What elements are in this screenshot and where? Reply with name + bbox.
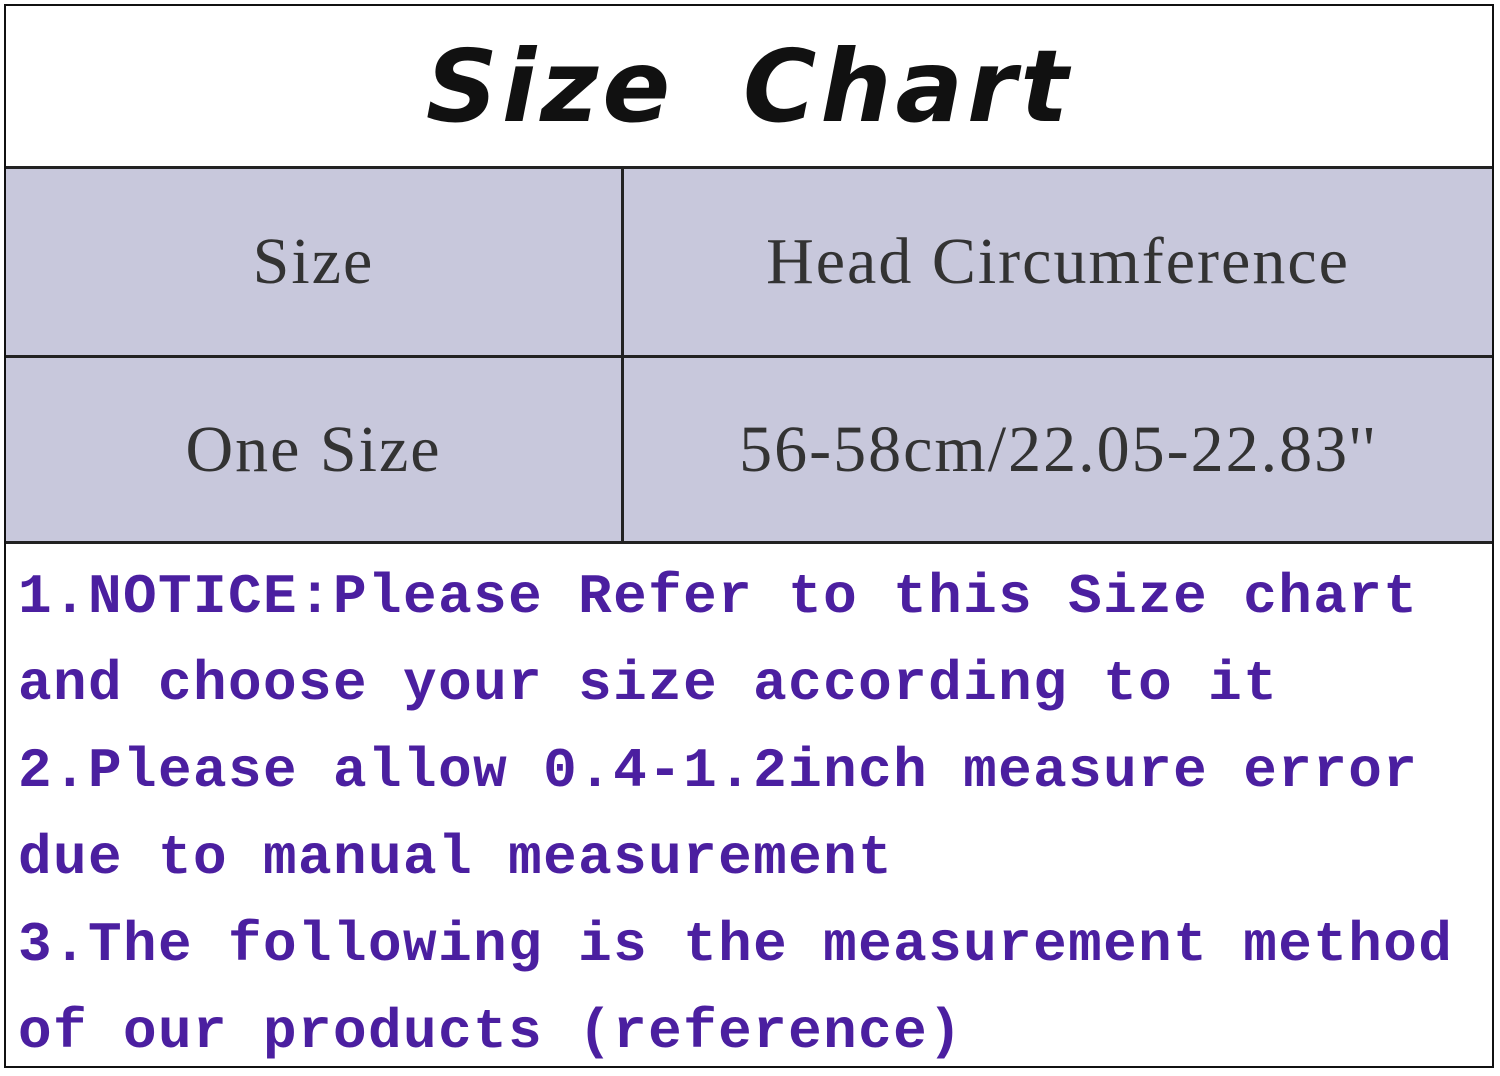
cell-circumference-value: 56-58cm/22.05-22.83'': [624, 358, 1492, 541]
note-line: 1.NOTICE:Please Refer to this Size chart: [18, 565, 1419, 629]
note-line: of our products (reference): [18, 1000, 964, 1064]
header-head-circumference: Head Circumference: [624, 169, 1492, 355]
size-chart: Size Chart Size Head Circumference One S…: [4, 4, 1494, 1068]
size-table: Size Head Circumference One Size 56-58cm…: [6, 166, 1492, 544]
cell-size-value: One Size: [6, 358, 621, 541]
note-line: 3.The following is the measurement metho…: [18, 913, 1454, 977]
header-size: Size: [6, 169, 621, 355]
chart-title: Size Chart: [425, 27, 1073, 145]
row-divider: [6, 355, 1492, 358]
note-line: due to manual measurement: [18, 826, 894, 890]
notes: 1.NOTICE:Please Refer to this Size chart…: [18, 554, 1482, 1076]
note-line: and choose your size according to it: [18, 652, 1279, 716]
note-line: 2.Please allow 0.4-1.2inch measure error: [18, 739, 1419, 803]
